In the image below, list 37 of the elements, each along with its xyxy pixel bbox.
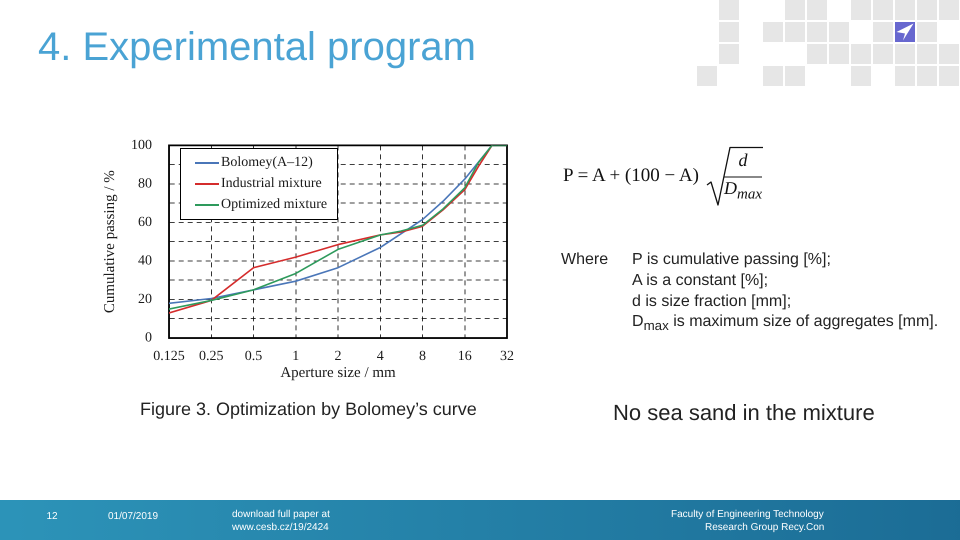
y-tick-label: 60: [138, 215, 152, 230]
text: 12: [46, 511, 58, 523]
x-tick-label: 0.5: [244, 349, 262, 364]
text: Research Group Recy.Con: [705, 522, 824, 534]
text: P is cumulative passing [%];: [632, 250, 831, 269]
x-tick-label: 32: [500, 349, 514, 364]
caption: Figure 3. Optimization by Bolomey’s curve: [140, 399, 477, 421]
x-tick-label: 0.25: [199, 349, 224, 364]
x-tick-label: 2: [334, 349, 342, 364]
text: www.cesb.cz/19/2424: [232, 522, 329, 534]
legend-label: Industrial mixture: [221, 176, 322, 192]
text: download full paper at: [232, 509, 330, 521]
text: d is size fraction [mm];: [632, 292, 792, 311]
chart-title: 4. Experimental program: [38, 24, 476, 71]
x-tick-label: 4: [376, 349, 384, 364]
y-tick-label: 80: [138, 176, 152, 192]
y-axis-title: Cumulative passing / %: [102, 170, 118, 314]
text: D$_{max}$: [724, 178, 762, 204]
legend-label: Optimized mixture: [221, 196, 328, 213]
legend-label: Bolomey(A–12): [221, 154, 313, 171]
y-tick-label: 100: [131, 138, 152, 154]
y-tick-label: 20: [138, 292, 152, 308]
x-tick-label: 0.125: [153, 349, 185, 364]
text: A is a constant [%];: [632, 270, 768, 290]
x-axis-title: Aperture size / mm: [280, 364, 396, 381]
y-tick-label: 0: [145, 330, 152, 346]
y-tick-label: 40: [138, 254, 152, 269]
x-tick-label: 16: [458, 349, 472, 364]
x-tick-label: 8: [419, 349, 426, 364]
text: D$_{max}$ is maximum size of aggregates [mm].: [632, 312, 938, 334]
text: P = A + (100 − A): [563, 164, 699, 188]
text: d: [738, 150, 748, 172]
text: No sea sand in the mixture: [613, 400, 875, 426]
text: 01/07/2019: [108, 511, 158, 523]
x-tick-label: 1: [292, 349, 300, 364]
text: Where: [561, 250, 608, 269]
text: Faculty of Engineering Technology: [671, 509, 824, 521]
